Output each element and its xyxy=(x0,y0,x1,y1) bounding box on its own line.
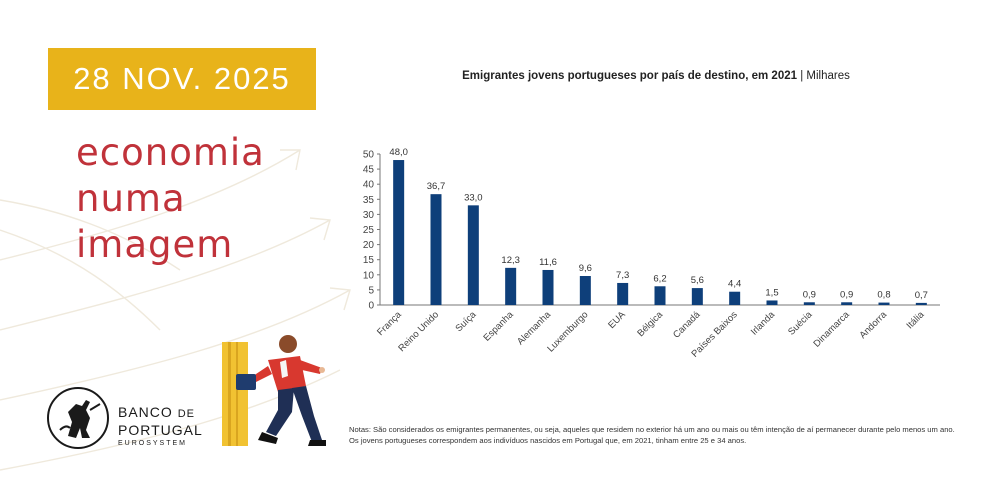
y-tick-label: 45 xyxy=(363,165,375,176)
logo-text: BANCO DE PORTUGAL EUROSYSTEM xyxy=(118,404,203,447)
bar xyxy=(803,302,815,305)
bar-value-label: 9,6 xyxy=(579,263,592,274)
y-tick-label: 5 xyxy=(368,285,374,296)
logo-name-line-1: BANCO DE xyxy=(118,404,203,422)
bar-value-label: 48,0 xyxy=(389,147,408,158)
chart-title: Emigrantes jovens portugueses por país d… xyxy=(462,70,850,82)
banco-de-portugal-logo: BANCO DE PORTUGAL EUROSYSTEM xyxy=(46,386,216,450)
x-tick-label: Espanha xyxy=(481,309,516,344)
bar xyxy=(505,267,517,305)
bar xyxy=(878,302,890,305)
x-tick-label: Andorra xyxy=(857,309,889,341)
x-tick-label: França xyxy=(375,309,404,338)
logo-seal-icon xyxy=(47,387,109,449)
bar xyxy=(766,300,778,305)
bar-value-label: 5,6 xyxy=(691,275,704,286)
logo-name-line-2: PORTUGAL xyxy=(118,422,203,438)
headline-line-3: imagem xyxy=(76,223,234,266)
y-tick-label: 35 xyxy=(363,195,375,206)
bar-value-label: 0,8 xyxy=(877,290,890,301)
logo-subtitle: EUROSYSTEM xyxy=(118,440,188,447)
y-tick-label: 50 xyxy=(363,150,375,161)
y-tick-label: 0 xyxy=(368,301,374,312)
businessman-running-illustration xyxy=(222,335,326,446)
date-badge: 28 NOV. 2025 xyxy=(48,48,316,110)
x-tick-label: Bélgica xyxy=(635,309,665,339)
chart-notes: Notas: São considerados os emigrantes pe… xyxy=(349,425,955,445)
bar-value-label: 0,9 xyxy=(803,289,816,300)
y-tick-label: 30 xyxy=(363,210,375,221)
bar xyxy=(393,160,405,305)
headline-line-1: economia xyxy=(76,131,265,174)
bar-value-label: 6,2 xyxy=(653,273,666,284)
x-tick-label: Reino Unido xyxy=(396,309,441,354)
x-tick-label: EUA xyxy=(606,309,628,331)
y-tick-label: 25 xyxy=(363,225,375,236)
x-tick-label: Suíça xyxy=(453,309,478,334)
bar-value-label: 36,7 xyxy=(427,181,446,192)
bar xyxy=(915,302,927,305)
x-tick-label: Dinamarca xyxy=(812,309,853,350)
bar-value-label: 1,5 xyxy=(765,287,778,298)
chart-title-main: Emigrantes jovens portugueses por país d… xyxy=(462,70,798,82)
bar-value-label: 33,0 xyxy=(464,192,483,203)
bar-value-label: 7,3 xyxy=(616,270,629,281)
chart-title-unit: Milhares xyxy=(806,70,850,82)
bar-chart: 0 5 10 15 20 25 30 35 40 45 50 48,0 França 36,7 Reino … xyxy=(363,147,940,360)
bar-value-label: 0,7 xyxy=(915,290,928,301)
bar xyxy=(841,302,853,305)
bar xyxy=(729,291,741,305)
bar-value-label: 0,9 xyxy=(840,289,853,300)
bar xyxy=(430,194,442,305)
bar xyxy=(542,269,554,305)
bar xyxy=(467,205,479,305)
bar xyxy=(617,282,629,305)
headline-line-2: numa xyxy=(76,177,186,220)
x-tick-label: Itália xyxy=(904,309,926,331)
y-tick-label: 40 xyxy=(363,180,375,191)
bar-value-label: 12,3 xyxy=(501,255,520,266)
x-tick-label: Canadá xyxy=(671,309,703,341)
logo-name-de: DE xyxy=(177,408,195,420)
y-tick-label: 20 xyxy=(363,240,375,251)
bar-value-label: 4,4 xyxy=(728,279,741,290)
x-tick-label: Suécia xyxy=(786,309,815,338)
bar-value-label: 11,6 xyxy=(539,257,557,268)
y-tick-label: 10 xyxy=(363,270,375,281)
x-tick-label: Irlanda xyxy=(749,309,778,338)
bar xyxy=(579,276,591,305)
x-tick-label: Alemanha xyxy=(515,309,554,348)
headline: economia numa imagem xyxy=(76,130,265,268)
y-tick-label: 15 xyxy=(363,255,375,266)
bar xyxy=(654,286,666,305)
logo-name-main: BANCO xyxy=(118,404,173,420)
bar xyxy=(691,288,703,305)
